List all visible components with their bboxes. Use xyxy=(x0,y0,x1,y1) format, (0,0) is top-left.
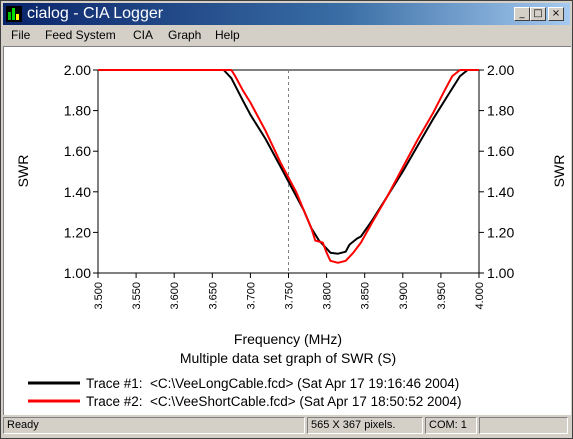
y-tick-label-right: 1.40 xyxy=(487,184,514,200)
x-tick-label: 3.800 xyxy=(322,282,334,310)
x-tick-label: 3.500 xyxy=(93,282,105,310)
maximize-button[interactable]: □ xyxy=(530,7,546,21)
y-axis-label-left: SWR xyxy=(15,155,31,188)
legend-entry-1: Trace #1: <C:\VeeLongCable.fcd> (Sat Apr… xyxy=(86,376,459,391)
title-bar[interactable]: cialog - CIA Logger _ □ × xyxy=(3,3,570,25)
y-tick-label-left: 1.00 xyxy=(64,265,91,281)
y-tick-label-right: 1.60 xyxy=(487,143,514,159)
status-empty xyxy=(479,417,568,434)
trace-line-1 xyxy=(98,69,479,255)
y-tick-label-left: 1.40 xyxy=(64,184,91,200)
y-tick-label-right: 1.00 xyxy=(487,265,514,281)
minimize-button[interactable]: _ xyxy=(514,7,530,21)
status-bar: Ready 565 X 367 pixels. COM: 1 xyxy=(3,416,570,436)
y-tick-label-left: 2.00 xyxy=(64,62,91,78)
y-tick-label-left: 1.80 xyxy=(64,103,91,119)
y-tick-label-right: 2.00 xyxy=(487,62,514,78)
y-tick-label-left: 1.60 xyxy=(64,143,91,159)
menu-cia[interactable]: CIA xyxy=(133,28,154,42)
y-axis-label-right: SWR xyxy=(551,155,567,188)
x-tick-label: 4.000 xyxy=(474,282,486,310)
x-tick-label: 3.750 xyxy=(284,282,296,310)
menu-feed-system[interactable]: Feed System xyxy=(45,28,116,42)
close-button[interactable]: × xyxy=(548,7,564,21)
x-tick-label: 3.550 xyxy=(131,282,143,310)
x-tick-label: 3.900 xyxy=(398,282,410,310)
menu-help[interactable]: Help xyxy=(215,28,240,42)
x-tick-label: 3.850 xyxy=(360,282,372,310)
menu-bar: File Feed System CIA Graph Help xyxy=(3,26,570,45)
legend-entry-2: Trace #2: <C:\VeeShortCable.fcd> (Sat Ap… xyxy=(86,394,462,409)
menu-graph[interactable]: Graph xyxy=(168,28,202,42)
y-tick-label-left: 1.20 xyxy=(64,224,91,240)
graph-area: 3.500 3.550 3.600 3.650 3.700 3.750 3.800 3.850… xyxy=(3,46,571,415)
status-ready: Ready xyxy=(3,417,305,434)
trace-line-2 xyxy=(98,69,479,264)
x-tick-label: 3.600 xyxy=(169,282,181,310)
x-tick-label: 3.650 xyxy=(207,282,219,310)
app-icon[interactable] xyxy=(6,6,22,22)
chart-caption: Multiple data set graph of SWR (S) xyxy=(180,350,396,366)
y-tick-label-right: 1.20 xyxy=(487,224,514,240)
menu-file[interactable]: File xyxy=(11,28,31,42)
status-com: COM: 1 xyxy=(425,417,477,434)
swr-chart: 3.500 3.550 3.600 3.650 3.700 3.750 3.800 3.850… xyxy=(15,62,567,409)
x-tick-label: 3.700 xyxy=(245,282,257,310)
y-tick-label-right: 1.80 xyxy=(487,103,514,119)
window-title: cialog - CIA Logger xyxy=(27,5,164,22)
status-pixels: 565 X 367 pixels. xyxy=(307,417,423,434)
x-axis-label: Frequency (MHz) xyxy=(234,331,342,347)
x-tick-label: 3.950 xyxy=(436,282,448,310)
